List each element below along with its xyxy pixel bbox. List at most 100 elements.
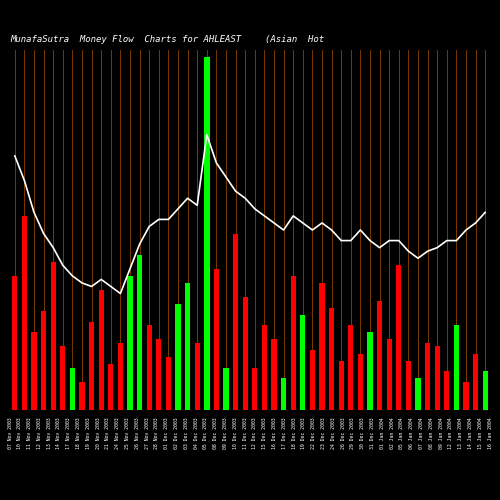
Text: 27 Nov 2003: 27 Nov 2003 bbox=[144, 418, 150, 449]
Bar bbox=[386, 340, 392, 410]
Text: 09 Dec 2003: 09 Dec 2003 bbox=[223, 418, 228, 449]
Text: 15 Jan 2004: 15 Jan 2004 bbox=[478, 418, 482, 449]
Bar bbox=[214, 269, 219, 410]
Text: 22 Dec 2003: 22 Dec 2003 bbox=[311, 418, 316, 449]
Text: 24 Dec 2003: 24 Dec 2003 bbox=[331, 418, 336, 449]
Bar bbox=[166, 357, 171, 410]
Bar bbox=[454, 326, 459, 410]
Bar bbox=[482, 371, 488, 410]
Text: 12 Dec 2003: 12 Dec 2003 bbox=[252, 418, 258, 449]
Text: 17 Nov 2003: 17 Nov 2003 bbox=[66, 418, 71, 449]
Bar bbox=[204, 57, 210, 410]
Text: 08 Dec 2003: 08 Dec 2003 bbox=[213, 418, 218, 449]
Bar bbox=[194, 343, 200, 410]
Text: 02 Jan 2004: 02 Jan 2004 bbox=[390, 418, 394, 449]
Bar bbox=[98, 290, 104, 410]
Text: 03 Dec 2003: 03 Dec 2003 bbox=[184, 418, 189, 449]
Bar bbox=[80, 382, 84, 410]
Bar bbox=[425, 343, 430, 410]
Bar bbox=[185, 283, 190, 410]
Text: 16 Dec 2003: 16 Dec 2003 bbox=[272, 418, 277, 449]
Text: 04 Dec 2003: 04 Dec 2003 bbox=[194, 418, 198, 449]
Bar bbox=[89, 322, 94, 410]
Text: 24 Nov 2003: 24 Nov 2003 bbox=[116, 418, 120, 449]
Bar bbox=[128, 276, 132, 410]
Bar bbox=[233, 234, 238, 410]
Bar bbox=[70, 368, 75, 410]
Bar bbox=[137, 254, 142, 410]
Text: 26 Dec 2003: 26 Dec 2003 bbox=[340, 418, 345, 449]
Bar bbox=[329, 308, 334, 410]
Text: 26 Nov 2003: 26 Nov 2003 bbox=[135, 418, 140, 449]
Text: 13 Jan 2004: 13 Jan 2004 bbox=[458, 418, 463, 449]
Text: 05 Jan 2004: 05 Jan 2004 bbox=[400, 418, 404, 449]
Text: 17 Dec 2003: 17 Dec 2003 bbox=[282, 418, 287, 449]
Bar bbox=[300, 314, 306, 410]
Bar bbox=[464, 382, 468, 410]
Text: 02 Dec 2003: 02 Dec 2003 bbox=[174, 418, 179, 449]
Text: 06 Jan 2004: 06 Jan 2004 bbox=[409, 418, 414, 449]
Bar bbox=[416, 378, 420, 410]
Text: 07 Jan 2004: 07 Jan 2004 bbox=[419, 418, 424, 449]
Bar bbox=[32, 332, 36, 410]
Text: 25 Nov 2003: 25 Nov 2003 bbox=[125, 418, 130, 449]
Text: 08 Jan 2004: 08 Jan 2004 bbox=[428, 418, 434, 449]
Text: 30 Dec 2003: 30 Dec 2003 bbox=[360, 418, 365, 449]
Bar bbox=[272, 340, 276, 410]
Bar bbox=[368, 332, 372, 410]
Text: 07 Nov 2003: 07 Nov 2003 bbox=[8, 418, 12, 449]
Bar bbox=[444, 371, 450, 410]
Text: 09 Jan 2004: 09 Jan 2004 bbox=[438, 418, 444, 449]
Bar bbox=[348, 326, 354, 410]
Text: 28 Nov 2003: 28 Nov 2003 bbox=[154, 418, 160, 449]
Bar bbox=[252, 368, 258, 410]
Text: 19 Dec 2003: 19 Dec 2003 bbox=[302, 418, 306, 449]
Bar bbox=[406, 360, 411, 410]
Bar bbox=[281, 378, 286, 410]
Text: 11 Dec 2003: 11 Dec 2003 bbox=[242, 418, 248, 449]
Text: 29 Dec 2003: 29 Dec 2003 bbox=[350, 418, 356, 449]
Text: 13 Nov 2003: 13 Nov 2003 bbox=[46, 418, 52, 449]
Bar bbox=[22, 216, 27, 410]
Bar bbox=[41, 311, 46, 410]
Bar bbox=[12, 276, 18, 410]
Text: 18 Nov 2003: 18 Nov 2003 bbox=[76, 418, 81, 449]
Bar bbox=[146, 326, 152, 410]
Text: 10 Dec 2003: 10 Dec 2003 bbox=[233, 418, 238, 449]
Text: 01 Jan 2004: 01 Jan 2004 bbox=[380, 418, 384, 449]
Text: 12 Jan 2004: 12 Jan 2004 bbox=[448, 418, 454, 449]
Text: 01 Dec 2003: 01 Dec 2003 bbox=[164, 418, 169, 449]
Bar bbox=[473, 354, 478, 410]
Bar bbox=[242, 297, 248, 410]
Text: 05 Dec 2003: 05 Dec 2003 bbox=[204, 418, 208, 449]
Bar bbox=[50, 262, 56, 410]
Bar bbox=[118, 343, 123, 410]
Bar bbox=[290, 276, 296, 410]
Bar bbox=[176, 304, 180, 410]
Bar bbox=[434, 346, 440, 410]
Bar bbox=[396, 266, 402, 410]
Bar bbox=[224, 368, 228, 410]
Text: 21 Nov 2003: 21 Nov 2003 bbox=[106, 418, 110, 449]
Text: 18 Dec 2003: 18 Dec 2003 bbox=[292, 418, 296, 449]
Text: 11 Nov 2003: 11 Nov 2003 bbox=[27, 418, 32, 449]
Text: 14 Jan 2004: 14 Jan 2004 bbox=[468, 418, 473, 449]
Text: 12 Nov 2003: 12 Nov 2003 bbox=[37, 418, 42, 449]
Bar bbox=[358, 354, 363, 410]
Bar bbox=[156, 340, 162, 410]
Text: 19 Nov 2003: 19 Nov 2003 bbox=[86, 418, 91, 449]
Bar bbox=[108, 364, 114, 410]
Text: 23 Dec 2003: 23 Dec 2003 bbox=[321, 418, 326, 449]
Text: 15 Dec 2003: 15 Dec 2003 bbox=[262, 418, 267, 449]
Text: MunafaSutra  Money Flow  Charts for AHLEAST: MunafaSutra Money Flow Charts for AHLEAS… bbox=[10, 35, 241, 44]
Text: 20 Nov 2003: 20 Nov 2003 bbox=[96, 418, 100, 449]
Text: 10 Nov 2003: 10 Nov 2003 bbox=[18, 418, 22, 449]
Bar bbox=[310, 350, 315, 410]
Text: 16 Jan 2004: 16 Jan 2004 bbox=[488, 418, 492, 449]
Text: 14 Nov 2003: 14 Nov 2003 bbox=[56, 418, 62, 449]
Bar bbox=[377, 300, 382, 410]
Bar bbox=[338, 360, 344, 410]
Bar bbox=[262, 326, 267, 410]
Bar bbox=[320, 283, 324, 410]
Text: (Asian  Hot: (Asian Hot bbox=[265, 35, 324, 44]
